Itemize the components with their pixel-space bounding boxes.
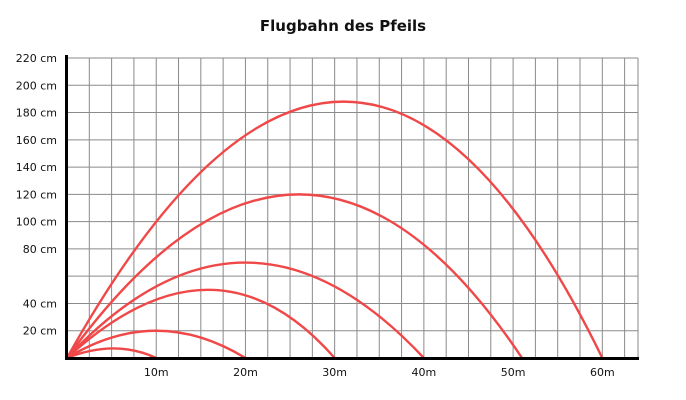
- y-tick-label: 140 cm: [16, 161, 57, 174]
- y-tick-labels: 20 cm 40 cm 80 cm 100 cm 120 cm 140 cm 160 cm 1…: [16, 52, 57, 338]
- trajectory-line: [65, 347, 158, 360]
- x-tick-labels: 10m 20m 30m 40m 50m 60m: [144, 366, 615, 379]
- y-tick-label: 120 cm: [16, 188, 57, 201]
- x-tick-label: 40m: [412, 366, 437, 379]
- y-tick-label: 80 cm: [23, 243, 57, 256]
- axes: [65, 55, 639, 360]
- x-tick-label: 20m: [233, 366, 258, 379]
- trajectory-line: [65, 100, 604, 360]
- y-tick-label: 180 cm: [16, 107, 57, 120]
- x-tick-label: 60m: [590, 366, 615, 379]
- x-tick-label: 50m: [501, 366, 526, 379]
- y-tick-label: 20 cm: [23, 325, 57, 338]
- y-tick-label: 40 cm: [23, 297, 57, 310]
- grid: [67, 57, 639, 358]
- chart-title: Flugbahn des Pfeils: [260, 17, 426, 35]
- trajectory-line: [65, 193, 524, 360]
- x-tick-label: 10m: [144, 366, 169, 379]
- y-tick-label: 100 cm: [16, 216, 57, 229]
- trajectory-line: [65, 261, 426, 360]
- y-tick-label: 220 cm: [16, 52, 57, 65]
- x-tick-label: 30m: [322, 366, 347, 379]
- trajectory-line: [65, 329, 247, 360]
- trajectory-series: [65, 100, 604, 360]
- trajectory-line: [65, 288, 336, 360]
- y-tick-label: 160 cm: [16, 134, 57, 147]
- y-tick-label: 200 cm: [16, 79, 57, 92]
